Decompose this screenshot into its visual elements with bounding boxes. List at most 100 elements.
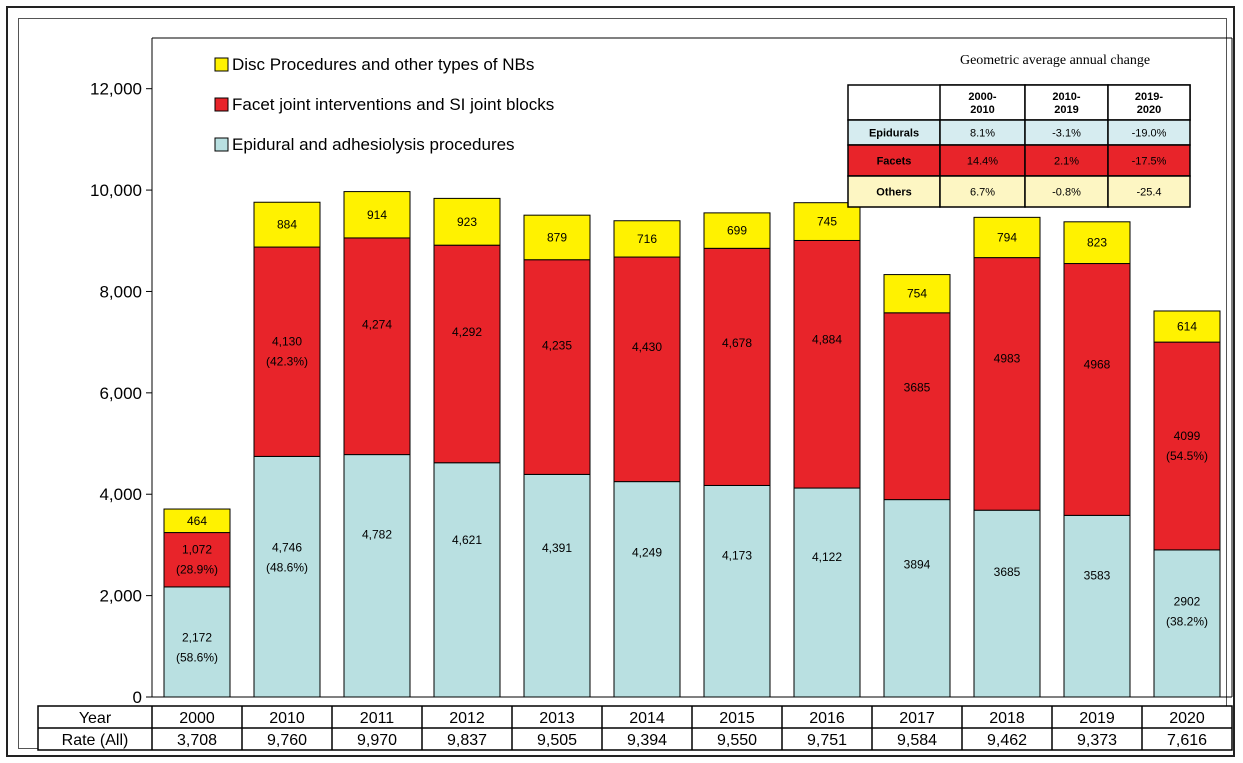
- inset-value-cell: [1107, 144, 1191, 177]
- inset-value: -25.4: [1136, 187, 1161, 199]
- year-cell: 2017: [899, 710, 935, 727]
- year-cell: 2016: [809, 710, 845, 727]
- inset-value: -17.5%: [1132, 156, 1167, 168]
- bar-segment: [703, 484, 771, 698]
- bar-data-label: 923: [457, 215, 477, 229]
- data-table-row-label: Year: [79, 710, 112, 727]
- bar-segment: [793, 239, 861, 489]
- year-cell: 2013: [539, 710, 575, 727]
- bar-data-label: 464: [187, 514, 207, 528]
- bar-data-label: 4,130 (42.3%): [266, 335, 308, 369]
- inset-row-label-cell: [847, 119, 941, 146]
- rate-cell: 9,550: [717, 732, 757, 749]
- bar-data-label: 4983: [994, 352, 1021, 366]
- year-cell: 2019: [1079, 710, 1115, 727]
- inset-value-cell: [1024, 119, 1109, 146]
- bar-segment: [253, 246, 321, 457]
- rate-cell: 9,760: [267, 732, 307, 749]
- y-tick-label: 8,000: [99, 282, 142, 301]
- axes: 0 2,000 4,000 6,000 8,000 10,000 12,000: [90, 37, 1233, 707]
- bar-data-label: 4968: [1084, 357, 1111, 371]
- year-cell: 2015: [719, 710, 755, 727]
- bar-data-label: 614: [1177, 320, 1197, 334]
- inset-header-cell: [1024, 84, 1109, 121]
- inset-row-label-cell: [847, 175, 941, 208]
- bar-data-label: 4099 (54.5%): [1166, 429, 1208, 463]
- legend-label: Facet joint interventions and SI joint b…: [232, 95, 554, 114]
- legend-swatch: [214, 97, 229, 112]
- bar-segment: [793, 202, 861, 241]
- bar-data-label: 3685: [994, 565, 1021, 579]
- bar-segment: [973, 509, 1041, 698]
- rate-cell: 9,837: [447, 732, 487, 749]
- y-tick-label: 6,000: [99, 384, 142, 403]
- bar-data-label: 745: [817, 215, 837, 229]
- year-cell: 2011: [360, 710, 395, 727]
- bar-data-label: 4,292: [452, 325, 482, 339]
- inset-value: -3.1%: [1052, 128, 1081, 140]
- bar-data-label: 699: [727, 224, 747, 238]
- bar-segment: [613, 220, 681, 258]
- rate-cell: 3,708: [177, 732, 217, 749]
- inset-row-label: Epidurals: [869, 128, 919, 140]
- data-table: Year Rate (All) 2000 3,708 2010 9,760 2011 9,97…: [37, 705, 1233, 751]
- inset-value: -19.0%: [1132, 128, 1167, 140]
- inset-value: 6.7%: [970, 187, 995, 199]
- legend-swatch: [214, 137, 229, 152]
- bar-data-label: 2,172 (58.6%): [176, 630, 218, 664]
- rate-cell: 9,462: [987, 732, 1027, 749]
- bar-data-label: 1,072 (28.9%): [176, 543, 218, 577]
- bar-data-label: 4,122: [812, 550, 842, 564]
- bar-segment: [253, 201, 321, 248]
- inset-value-cell: [939, 144, 1026, 177]
- inset-value: -0.8%: [1052, 187, 1081, 199]
- rate-cell: 9,584: [897, 732, 937, 749]
- bar-data-label: 716: [637, 232, 657, 246]
- bar-segment: [523, 473, 591, 698]
- bar-segment: [703, 247, 771, 486]
- bar-data-label: 754: [907, 287, 927, 301]
- bar-segment: [973, 257, 1041, 511]
- inset-value: 14.4%: [967, 156, 998, 168]
- year-cell: 2014: [629, 710, 665, 727]
- rate-cell: 9,751: [807, 732, 847, 749]
- bar-segment: [1153, 310, 1221, 343]
- bar-segment: [703, 212, 771, 249]
- bar-segment: [163, 532, 231, 588]
- y-tick-label: 0: [133, 688, 142, 707]
- bar-segment: [1153, 341, 1221, 551]
- inset-column-header: 2010-2019: [1052, 91, 1080, 116]
- inset-value-cell: [1024, 144, 1109, 177]
- inset-row-label: Others: [876, 187, 911, 199]
- bar-data-label: 4,391: [542, 541, 572, 555]
- inset-header-cell: [1107, 84, 1191, 121]
- bar-segment: [253, 455, 321, 698]
- inset-value-cell: [1107, 175, 1191, 208]
- year-cell: 2000: [179, 710, 215, 727]
- bar-data-label: 4,430: [632, 340, 662, 354]
- bar-data-label: 794: [997, 230, 1017, 244]
- bar-segment: [883, 499, 951, 698]
- bar-data-label: 4,173: [722, 548, 752, 562]
- inset-title: Geometric average annual change: [960, 53, 1150, 68]
- bar-segment: [433, 197, 501, 246]
- bar-data-label: 4,746 (48.6%): [266, 540, 308, 574]
- bar-segment: [343, 237, 411, 456]
- inset-value-cell: [1024, 175, 1109, 208]
- legend-label: Disc Procedures and other types of NBs: [232, 55, 534, 74]
- bar-segment: [1063, 514, 1131, 698]
- bar-data-label: 823: [1087, 236, 1107, 250]
- bar-segment: [793, 487, 861, 698]
- bar-data-label: 2902 (38.2%): [1166, 595, 1208, 629]
- bar-data-label: 4,678: [722, 336, 752, 350]
- bar-data-label: 4,274: [362, 318, 392, 332]
- bar-data-label: 4,884: [812, 332, 842, 346]
- bar-segment: [163, 586, 231, 698]
- bar-segment: [1063, 221, 1131, 265]
- bar-data-label: 914: [367, 208, 387, 222]
- inset-table: Geometric average annual change 2000-2010…: [847, 53, 1191, 208]
- inset-column-header: 2000-2010: [968, 91, 996, 116]
- bar-segment: [523, 214, 591, 261]
- bar-data-label: 3894: [904, 558, 931, 572]
